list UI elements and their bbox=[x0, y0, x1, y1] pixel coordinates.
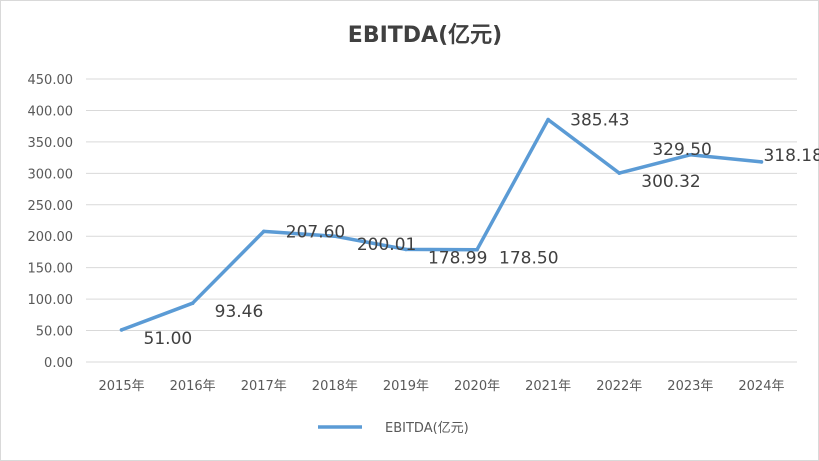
data-label: 178.99 bbox=[428, 248, 487, 268]
x-tick-label: 2018年 bbox=[312, 379, 358, 394]
data-point bbox=[688, 152, 693, 157]
x-tick-label: 2022年 bbox=[596, 379, 642, 394]
legend: EBITDA(亿元) bbox=[318, 421, 469, 436]
data-label: 51.00 bbox=[144, 329, 193, 349]
series-ebitda bbox=[119, 117, 764, 332]
y-tick-label: 200.00 bbox=[28, 230, 74, 245]
y-tick-label: 250.00 bbox=[28, 199, 74, 214]
data-label: 207.60 bbox=[286, 222, 345, 242]
y-tick-label: 0.00 bbox=[44, 356, 73, 371]
data-label: 93.46 bbox=[215, 302, 264, 322]
data-point bbox=[475, 247, 479, 252]
y-tick-label: 450.00 bbox=[28, 73, 74, 88]
y-tick-label: 50.00 bbox=[36, 325, 73, 340]
y-axis-ticks: 0.00 50.00 100.00 150.00 200.00 250.00 300.00 3… bbox=[28, 73, 74, 371]
data-label: 200.01 bbox=[357, 235, 416, 255]
data-point bbox=[759, 160, 764, 164]
data-point bbox=[617, 171, 622, 175]
legend-label: EBITDA(亿元) bbox=[385, 421, 469, 436]
series-line bbox=[119, 117, 764, 332]
data-label: 178.50 bbox=[499, 249, 558, 269]
x-tick-label: 2017年 bbox=[241, 379, 287, 394]
x-tick-label: 2015年 bbox=[99, 379, 145, 394]
x-tick-label: 2023年 bbox=[667, 379, 713, 394]
x-tick-label: 2024年 bbox=[738, 379, 784, 394]
data-labels: 51.00 93.46 207.60 200.01 178.99 178.50 385.43… bbox=[144, 111, 819, 349]
x-tick-label: 2016年 bbox=[170, 379, 216, 394]
data-point bbox=[404, 247, 408, 252]
y-tick-label: 150.00 bbox=[28, 262, 74, 277]
data-point bbox=[190, 301, 195, 306]
data-label: 329.50 bbox=[652, 140, 711, 160]
chart-title: EBITDA(亿元) bbox=[348, 23, 502, 48]
data-label: 300.32 bbox=[641, 172, 700, 192]
gridlines bbox=[86, 78, 797, 363]
x-tick-label: 2021年 bbox=[525, 379, 571, 394]
x-tick-label: 2019年 bbox=[383, 379, 429, 394]
data-point bbox=[119, 328, 124, 332]
data-point bbox=[546, 117, 550, 122]
data-point bbox=[261, 229, 266, 234]
x-tick-label: 2020年 bbox=[454, 379, 500, 394]
data-label: 318.18 bbox=[763, 146, 819, 166]
y-tick-label: 400.00 bbox=[28, 104, 74, 119]
y-tick-label: 350.00 bbox=[28, 136, 74, 151]
data-label: 385.43 bbox=[570, 111, 629, 131]
y-tick-label: 100.00 bbox=[28, 293, 74, 308]
x-axis-ticks: 2015年 2016年 2017年 2018年 2019年 2020年 2021年 2022年… bbox=[99, 379, 785, 394]
y-tick-label: 300.00 bbox=[28, 167, 74, 182]
data-point bbox=[333, 234, 337, 239]
